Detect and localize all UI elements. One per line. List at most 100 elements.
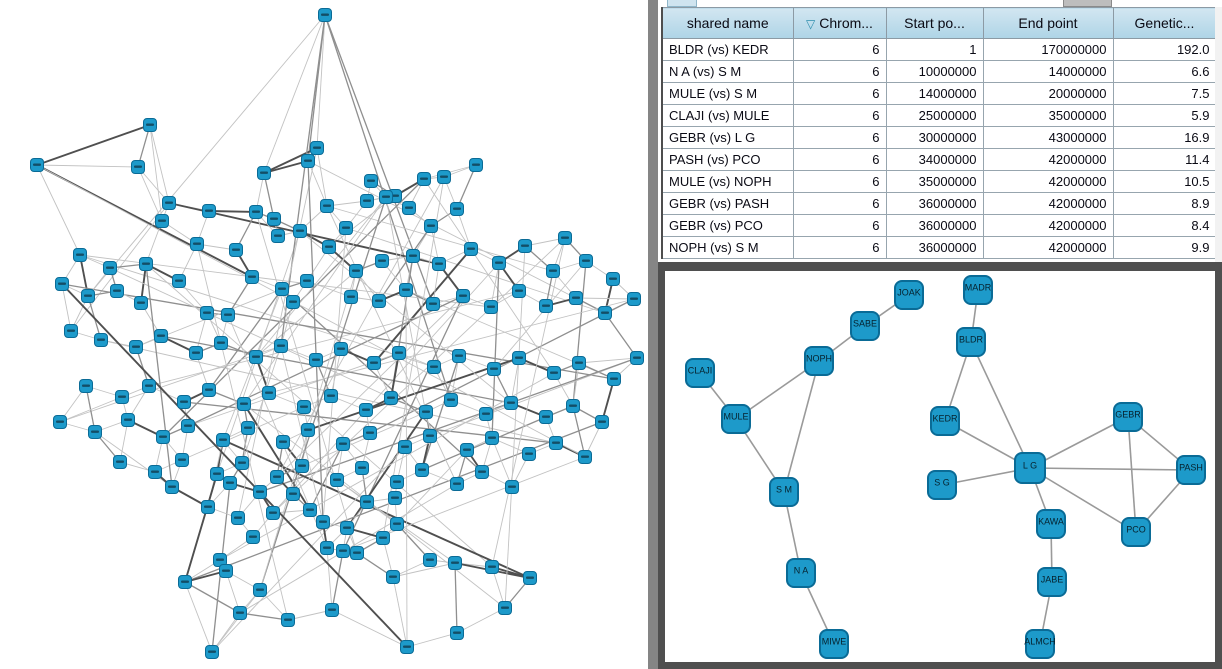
hairball-node[interactable] xyxy=(190,237,204,251)
hairball-node[interactable] xyxy=(546,264,560,278)
hairball-edge[interactable] xyxy=(87,14,326,297)
hairball-node[interactable] xyxy=(223,476,237,490)
hairball-edge[interactable] xyxy=(450,355,460,401)
hairball-edge[interactable] xyxy=(276,295,464,478)
node-shape[interactable] xyxy=(786,558,816,588)
column-header-end-point[interactable]: End point xyxy=(982,7,1114,39)
table-row[interactable]: PASH (vs) PCO 6 34000000 42000000 11.4 xyxy=(661,148,1217,171)
network-node-noph[interactable]: NOPH xyxy=(804,346,834,376)
hairball-edge[interactable] xyxy=(307,160,324,523)
hairball-node[interactable] xyxy=(595,415,609,429)
hairball-node[interactable] xyxy=(392,346,406,360)
hairball-node[interactable] xyxy=(349,264,363,278)
hairball-node[interactable] xyxy=(384,391,398,405)
hairball-node[interactable] xyxy=(578,450,592,464)
hairball-node[interactable] xyxy=(444,393,458,407)
hairball-node[interactable] xyxy=(372,294,386,308)
hairball-node[interactable] xyxy=(390,475,404,489)
hairball-edge[interactable] xyxy=(149,124,163,222)
hairball-node[interactable] xyxy=(257,166,271,180)
hairball-edge[interactable] xyxy=(109,267,392,399)
hairball-node[interactable] xyxy=(216,433,230,447)
hairball-node[interactable] xyxy=(172,274,186,288)
hairball-node[interactable] xyxy=(375,254,389,268)
main-network-view[interactable] xyxy=(0,0,648,669)
hairball-node[interactable] xyxy=(88,425,102,439)
hairball-node[interactable] xyxy=(485,560,499,574)
hairball-node[interactable] xyxy=(456,289,470,303)
hairball-edge[interactable] xyxy=(243,196,387,405)
hairball-node[interactable] xyxy=(539,299,553,313)
hairball-node[interactable] xyxy=(322,240,336,254)
subnetwork-view[interactable]: JOAK MADR SABE BLDR NOPH CLAJI KEDR GEBR MULE L G… xyxy=(665,271,1215,662)
hairball-edge[interactable] xyxy=(346,411,427,529)
hairball-node[interactable] xyxy=(344,290,358,304)
hairball-edge[interactable] xyxy=(307,160,606,314)
hairball-node[interactable] xyxy=(295,459,309,473)
hairball-node[interactable] xyxy=(318,8,332,22)
hairball-node[interactable] xyxy=(64,324,78,338)
hairball-node[interactable] xyxy=(270,470,284,484)
table-row[interactable]: MULE (vs) S M 6 14000000 20000000 7.5 xyxy=(661,82,1217,105)
hairball-node[interactable] xyxy=(221,308,235,322)
network-node-kawa[interactable]: KAWA xyxy=(1036,509,1066,539)
network-node-bldr[interactable]: BLDR xyxy=(956,327,986,357)
hairball-node[interactable] xyxy=(303,503,317,517)
hairball-node[interactable] xyxy=(360,194,374,208)
filter-funnel-icon[interactable]: ▽ xyxy=(806,17,816,31)
hairball-edge[interactable] xyxy=(263,172,275,220)
hairball-edge[interactable] xyxy=(59,396,123,423)
hairball-edge[interactable] xyxy=(239,612,289,621)
network-node-mule[interactable]: MULE xyxy=(721,404,751,434)
hairball-edge[interactable] xyxy=(36,164,81,256)
hairball-node[interactable] xyxy=(276,435,290,449)
hairball-node[interactable] xyxy=(406,249,420,263)
node-shape[interactable] xyxy=(850,311,880,341)
hairball-node[interactable] xyxy=(330,473,344,487)
hairball-edge[interactable] xyxy=(299,230,512,404)
hairball-node[interactable] xyxy=(79,379,93,393)
hairball-edge[interactable] xyxy=(259,357,638,493)
network-node-gebr[interactable]: GEBR xyxy=(1113,402,1143,432)
hairball-node[interactable] xyxy=(512,351,526,365)
hairball-edge[interactable] xyxy=(405,289,408,648)
hairball-edge[interactable] xyxy=(219,372,555,561)
table-row[interactable]: GEBR (vs) PASH 6 36000000 42000000 8.9 xyxy=(661,192,1217,215)
hairball-edge[interactable] xyxy=(307,357,520,431)
hairball-edge[interactable] xyxy=(330,348,342,397)
hairball-node[interactable] xyxy=(379,190,393,204)
node-shape[interactable] xyxy=(1121,517,1151,547)
hairball-node[interactable] xyxy=(156,430,170,444)
network-node-miwe[interactable]: MIWE xyxy=(819,629,849,659)
hairball-edge[interactable] xyxy=(208,288,283,391)
hairball-edge[interactable] xyxy=(149,124,170,204)
hairball-node[interactable] xyxy=(359,403,373,417)
network-node-pco[interactable]: PCO xyxy=(1121,517,1151,547)
table-row[interactable]: MULE (vs) NOPH 6 35000000 42000000 10.5 xyxy=(661,170,1217,193)
hairball-edge[interactable] xyxy=(456,607,506,634)
hairball-node[interactable] xyxy=(399,283,413,297)
hairball-node[interactable] xyxy=(233,606,247,620)
hairball-edge[interactable] xyxy=(145,263,173,488)
hairball-node[interactable] xyxy=(134,296,148,310)
hairball-edge[interactable] xyxy=(572,362,580,407)
hairball-node[interactable] xyxy=(579,254,593,268)
table-row[interactable]: GEBR (vs) PCO 6 36000000 42000000 8.4 xyxy=(661,214,1217,237)
hairball-node[interactable] xyxy=(310,141,324,155)
hairball-node[interactable] xyxy=(452,349,466,363)
hairball-edge[interactable] xyxy=(61,283,72,332)
network-node-joak[interactable]: JOAK xyxy=(894,280,924,310)
hairball-node[interactable] xyxy=(155,214,169,228)
hairball-node[interactable] xyxy=(390,517,404,531)
hairball-node[interactable] xyxy=(355,461,369,475)
hairball-node[interactable] xyxy=(253,583,267,597)
network-node-almch[interactable]: ALMCH xyxy=(1024,629,1056,659)
hairball-node[interactable] xyxy=(450,477,464,491)
hairball-node[interactable] xyxy=(266,506,280,520)
hairball-node[interactable] xyxy=(437,170,451,184)
hairball-edge[interactable] xyxy=(263,147,318,174)
hairball-node[interactable] xyxy=(484,300,498,314)
hairball-node[interactable] xyxy=(360,495,374,509)
hairball-edge[interactable] xyxy=(184,473,218,583)
hairball-edge[interactable] xyxy=(79,254,435,368)
